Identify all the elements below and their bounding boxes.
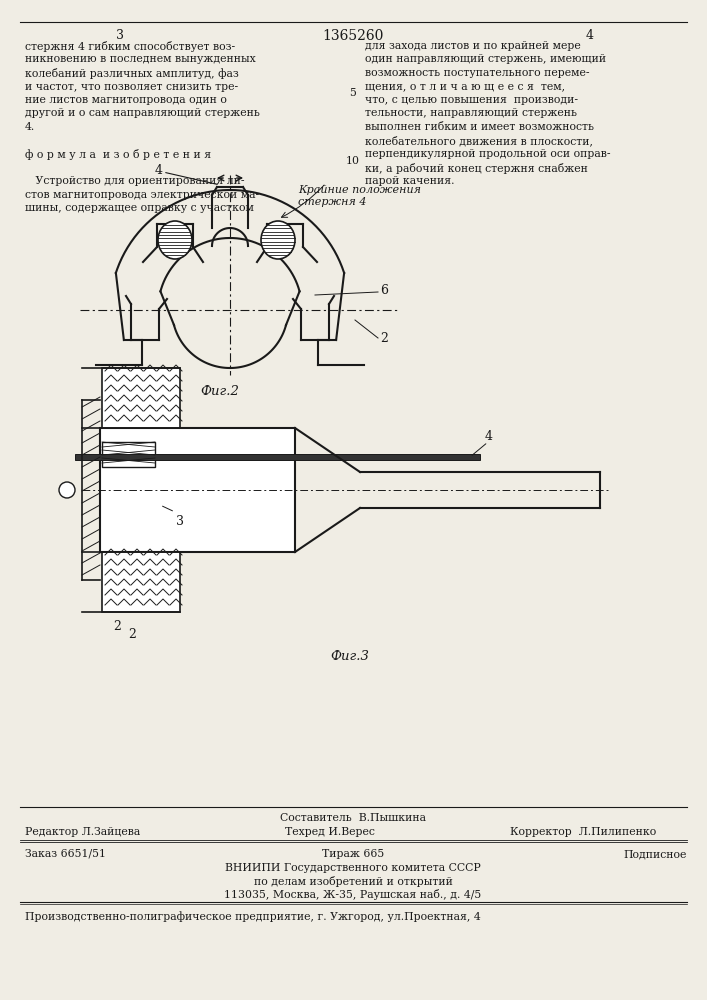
Text: 5: 5 xyxy=(349,88,356,98)
Text: по делам изобретений и открытий: по делам изобретений и открытий xyxy=(254,876,452,887)
Text: Фиг.3: Фиг.3 xyxy=(331,650,370,663)
Text: один направляющий стержень, имеющий: один направляющий стержень, имеющий xyxy=(365,54,606,64)
Text: стержня 4 гибким способствует воз-: стержня 4 гибким способствует воз- xyxy=(25,41,235,52)
Text: парой качения.: парой качения. xyxy=(365,176,455,186)
Ellipse shape xyxy=(158,221,192,259)
Text: стов магнитопровода электрической ма-: стов магнитопровода электрической ма- xyxy=(25,190,259,200)
Text: 3: 3 xyxy=(116,29,124,42)
Text: ВНИИПИ Государственного комитета СССР: ВНИИПИ Государственного комитета СССР xyxy=(225,863,481,873)
Text: 2: 2 xyxy=(128,628,136,641)
Text: и частот, что позволяет снизить тре-: и частот, что позволяет снизить тре- xyxy=(25,82,238,92)
Text: ние листов магнитопровода один о: ние листов магнитопровода один о xyxy=(25,95,227,105)
Text: шины, содержащее оправку с участком: шины, содержащее оправку с участком xyxy=(25,203,254,213)
Text: Редактор Л.Зайцева: Редактор Л.Зайцева xyxy=(25,827,140,837)
Text: для захода листов и по крайней мере: для захода листов и по крайней мере xyxy=(365,41,580,51)
Text: колебательного движения в плоскости,: колебательного движения в плоскости, xyxy=(365,135,593,146)
Ellipse shape xyxy=(261,221,295,259)
Text: что, с целью повышения  производи-: что, с целью повышения производи- xyxy=(365,95,578,105)
Text: другой и о сам направляющий стержень: другой и о сам направляющий стержень xyxy=(25,108,260,118)
Text: тельности, направляющий стержень: тельности, направляющий стержень xyxy=(365,108,577,118)
Text: 4: 4 xyxy=(485,430,493,444)
Bar xyxy=(102,442,155,467)
Text: перпендикулярной продольной оси оправ-: перпендикулярной продольной оси оправ- xyxy=(365,149,611,159)
Bar xyxy=(102,368,180,428)
Text: Подписное: Подписное xyxy=(624,849,687,859)
Text: 4: 4 xyxy=(586,29,594,42)
Text: 10: 10 xyxy=(346,156,360,166)
Text: Заказ 6651/51: Заказ 6651/51 xyxy=(25,849,106,859)
Circle shape xyxy=(59,482,75,498)
Text: выполнен гибким и имеет возможность: выполнен гибким и имеет возможность xyxy=(365,122,594,132)
Text: Фиг.2: Фиг.2 xyxy=(201,385,240,398)
Text: щения, о т л и ч а ю щ е е с я  тем,: щения, о т л и ч а ю щ е е с я тем, xyxy=(365,82,565,92)
Text: возможность поступательного переме-: возможность поступательного переме- xyxy=(365,68,590,78)
Text: 4: 4 xyxy=(155,163,163,176)
Text: 1365260: 1365260 xyxy=(322,29,384,43)
Text: Производственно-полиграфическое предприятие, г. Ужгород, ул.Проектная, 4: Производственно-полиграфическое предприя… xyxy=(25,911,481,922)
Text: 6: 6 xyxy=(380,284,388,296)
Text: Тираж 665: Тираж 665 xyxy=(322,849,384,859)
Text: Корректор  Л.Пилипенко: Корректор Л.Пилипенко xyxy=(510,827,656,837)
Text: Техред И.Верес: Техред И.Верес xyxy=(285,827,375,837)
Text: 2: 2 xyxy=(380,332,388,344)
Bar xyxy=(75,454,480,460)
Bar xyxy=(100,428,295,552)
Text: 3: 3 xyxy=(176,515,184,528)
Text: колебаний различных амплитуд, фаз: колебаний различных амплитуд, фаз xyxy=(25,68,239,79)
Text: ф о р м у л а  и з о б р е т е н и я: ф о р м у л а и з о б р е т е н и я xyxy=(25,149,211,160)
Bar xyxy=(102,552,180,612)
Text: никновению в последнем вынужденных: никновению в последнем вынужденных xyxy=(25,54,256,64)
Text: 113035, Москва, Ж-35, Раушская наб., д. 4/5: 113035, Москва, Ж-35, Раушская наб., д. … xyxy=(224,889,481,900)
Text: ки, а рабочий конец стержня снабжен: ки, а рабочий конец стержня снабжен xyxy=(365,162,588,174)
Text: 2: 2 xyxy=(113,620,121,633)
Text: Устройство для ориентирования ли-: Устройство для ориентирования ли- xyxy=(25,176,245,186)
Text: Составитель  В.Пышкина: Составитель В.Пышкина xyxy=(280,813,426,823)
Text: Крайние положения
стержня 4: Крайние положения стержня 4 xyxy=(298,185,421,207)
Text: 4.: 4. xyxy=(25,122,35,132)
